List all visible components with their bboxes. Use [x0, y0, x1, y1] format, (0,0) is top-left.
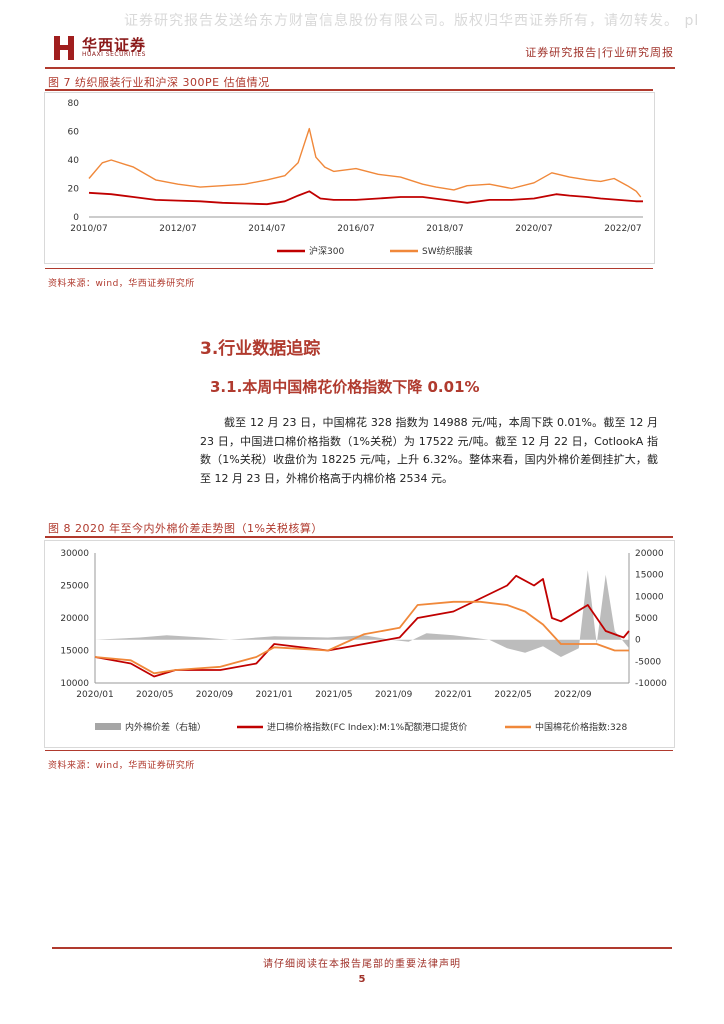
figure8-caption: 图 8 2020 年至今内外棉价差走势图（1%关税核算） — [48, 522, 323, 535]
figure7-bottom-rule — [45, 268, 653, 269]
figure7-y-tick-label: 40 — [68, 156, 80, 166]
figure8-x-tick-label: 2021/05 — [315, 690, 352, 700]
figure8-left-tick-label: 30000 — [60, 549, 89, 559]
figure7-x-tick-label: 2010/07 — [70, 224, 107, 234]
figure8-right-tick-label: 5000 — [635, 614, 658, 624]
figure8-legend-label: 进口棉价格指数(FC Index):M:1%配额港口提货价 — [267, 721, 467, 733]
watermark-text: 证券研究报告发送给东方财富信息股份有限公司。版权归华西证券所有，请勿转发。 pl — [124, 13, 700, 29]
figure8-series-line-1 — [94, 574, 630, 678]
figure8-x-tick-label: 2020/09 — [196, 690, 234, 700]
figure8-x-tick-label: 2022/05 — [494, 690, 531, 700]
figure8-x-tick-label: 2020/05 — [136, 690, 173, 700]
section-title: 3.行业数据追踪 — [200, 339, 321, 359]
figure7-chart-frame: 0 20 40 60 80 2010/07 2012/07 2014/07 2016/07 201… — [44, 92, 655, 264]
figure8-legend-swatch — [95, 723, 121, 730]
figure8-spread-area — [95, 570, 629, 657]
figure8-legend-label: 内外棉价差（右轴） — [125, 721, 206, 733]
figure7-series-line-1 — [88, 127, 642, 198]
figure8-left-tick-label: 10000 — [60, 679, 89, 689]
page-number: 5 — [358, 974, 366, 985]
figure7-y-tick-label: 60 — [68, 128, 80, 138]
section-subtitle: 3.1.本周中国棉花价格指数下降 0.01% — [210, 378, 480, 396]
footer-divider — [52, 947, 672, 949]
huaxi-logo-icon — [54, 36, 74, 60]
figure7-x-tick-label: 2012/07 — [159, 224, 196, 234]
figure7-caption: 图 7 纺织服装行业和沪深 300PE 估值情况 — [48, 76, 270, 89]
figure8-right-tick-label: 15000 — [635, 571, 664, 581]
figure7-legend-label: 沪深300 — [309, 245, 344, 257]
logo-name-en: HUAXI SECURITIES — [82, 51, 146, 58]
figure7-source: 资料来源：wind，华西证券研究所 — [48, 279, 195, 289]
figure7-series-line-0 — [88, 190, 643, 206]
figure7-x-tick-label: 2022/07 — [604, 224, 641, 234]
figure7-x-tick-label: 2020/07 — [515, 224, 552, 234]
figure8-x-tick-label: 2022/09 — [554, 690, 592, 700]
figure8-x-tick-label: 2021/09 — [375, 690, 413, 700]
figure8-x-tick-label: 2021/01 — [255, 690, 292, 700]
figure8-chart-frame: 10000 15000 20000 25000 30000 -10000 -5000 0 500… — [44, 540, 675, 748]
figure8-series-line-2 — [94, 600, 629, 675]
figure8-top-rule — [45, 536, 673, 538]
figure8-right-tick-label: -5000 — [635, 657, 661, 667]
figure8-chart: 10000 15000 20000 25000 30000 -10000 -5000 0 500… — [60, 549, 667, 733]
figure8-left-tick-label: 25000 — [60, 582, 89, 592]
body-paragraph: 截至 12 月 23 日，中国棉花 328 指数为 14988 元/吨，本周下跌… — [200, 416, 658, 485]
figure8-bottom-rule — [45, 750, 673, 751]
figure7-y-tick-label: 80 — [68, 99, 80, 109]
figure7-y-tick-label: 0 — [73, 213, 79, 223]
figure8-right-tick-label: 0 — [635, 636, 641, 646]
figure8-right-tick-label: 20000 — [635, 549, 664, 559]
figure8-left-tick-label: 15000 — [60, 647, 89, 657]
logo-name-cn: 华西证券 — [82, 36, 147, 54]
figure8-left-tick-label: 20000 — [60, 614, 89, 624]
figure7-x-tick-label: 2018/07 — [426, 224, 463, 234]
legal-notice: 请仔细阅读在本报告尾部的重要法律声明 — [263, 959, 461, 970]
figure7-y-tick-label: 20 — [68, 185, 80, 195]
figure8-source: 资料来源：wind，华西证券研究所 — [48, 761, 195, 771]
figure8-right-tick-label: -10000 — [635, 679, 667, 689]
figure7-chart: 0 20 40 60 80 2010/07 2012/07 2014/07 2016/07 201… — [68, 99, 643, 257]
figure7-x-tick-label: 2014/07 — [248, 224, 285, 234]
report-type-label: 证券研究报告|行业研究周报 — [525, 46, 674, 59]
figure8-legend-label: 中国棉花价格指数:328 — [535, 721, 627, 733]
figure8-right-tick-label: 10000 — [635, 592, 664, 602]
figure7-legend-label: SW纺织服装 — [422, 245, 473, 257]
figure7-top-rule — [45, 89, 653, 91]
figure8-x-tick-label: 2020/01 — [76, 690, 113, 700]
header-divider — [45, 67, 675, 69]
figure7-x-tick-label: 2016/07 — [337, 224, 374, 234]
figure8-x-tick-label: 2022/01 — [435, 690, 472, 700]
